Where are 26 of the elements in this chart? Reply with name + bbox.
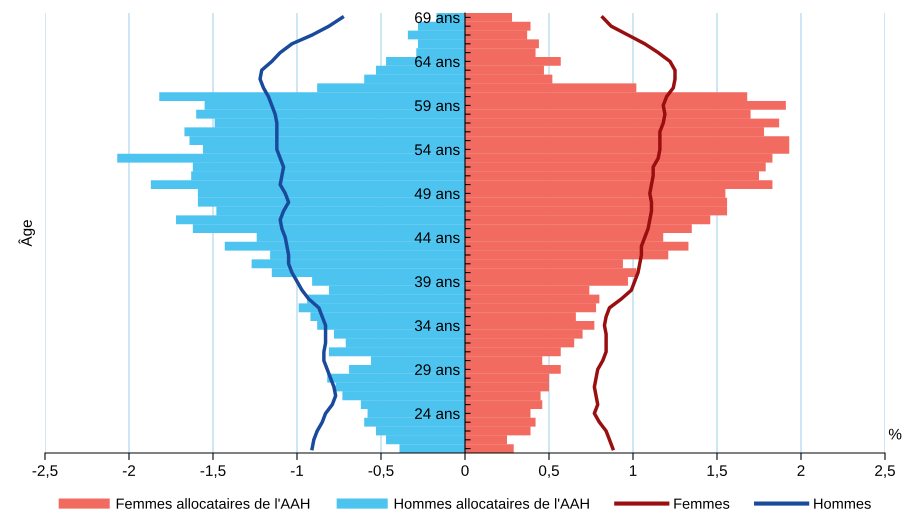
legend-label: Hommes <box>814 498 871 509</box>
y-tick-label: 44 ans <box>414 232 460 244</box>
y-tick-label: 59 ans <box>414 100 460 112</box>
x-tick-label: 2,5 <box>875 465 895 478</box>
y-tick-label: 34 ans <box>414 320 460 332</box>
x-tick-label: 1,5 <box>708 465 727 478</box>
x-tick-label: -1 <box>290 465 304 476</box>
x-tick-label: -0,5 <box>368 465 394 478</box>
y-axis-title: Âge <box>18 220 35 247</box>
legend-label: Hommes allocataires de l'AAH <box>394 498 589 509</box>
x-tick-label: 1 <box>630 465 637 476</box>
y-tick-label: 39 ans <box>414 276 460 288</box>
y-tick-label: 29 ans <box>415 364 460 376</box>
legend-label: Femmes allocataires de l'AAH <box>116 498 310 509</box>
y-tick-label: 24 ans <box>415 408 460 420</box>
legend-label: Femmes <box>674 498 730 509</box>
y-tick-label: 64 ans <box>415 56 460 68</box>
x-tick-label: -2 <box>122 465 136 476</box>
y-tick-label: 54 ans <box>414 144 460 156</box>
x-tick-label: 0,5 <box>538 465 559 478</box>
x-tick-label: -2,5 <box>32 465 58 478</box>
x-tick-label: 0 <box>461 465 469 476</box>
y-tick-label: 49 ans <box>414 188 460 200</box>
x-tick-label: -1,5 <box>200 465 226 478</box>
x-tick-label: 2 <box>798 465 804 476</box>
text: % <box>888 428 902 440</box>
